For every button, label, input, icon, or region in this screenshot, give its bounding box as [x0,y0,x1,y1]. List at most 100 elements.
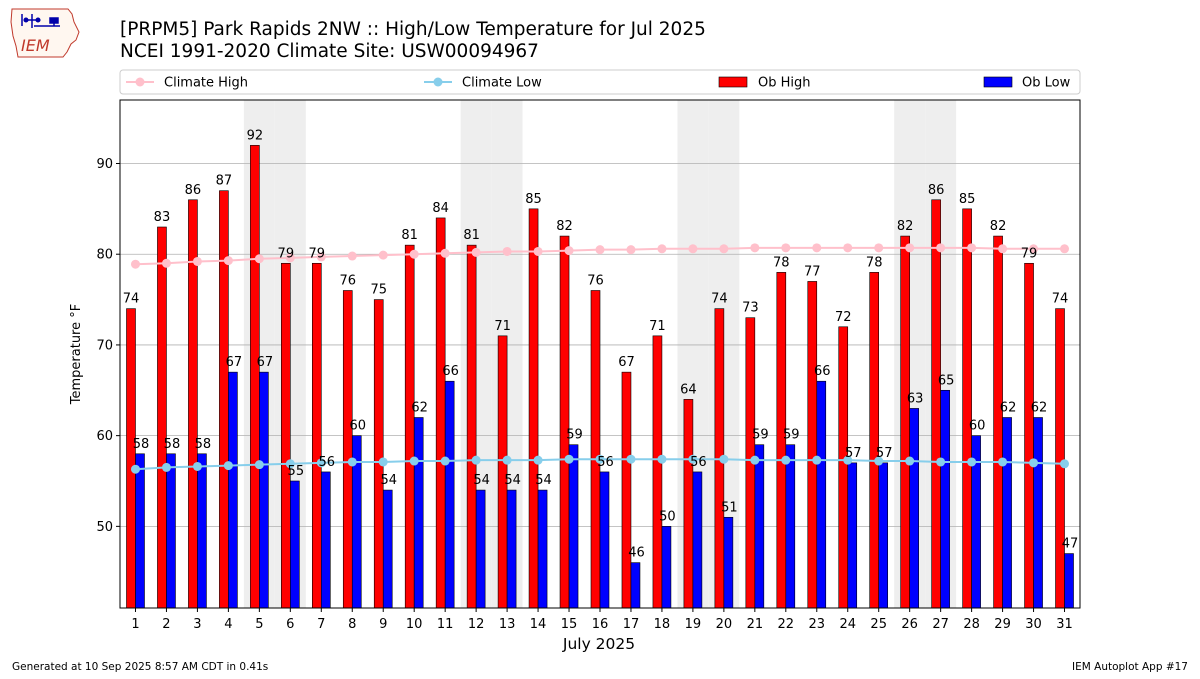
ob-high-bar [281,262,291,609]
climate-low-point [285,459,295,469]
ob-high-label: 86 [185,183,202,198]
climate-high-point [719,244,729,254]
ob-high-bar [373,299,384,609]
ob-high-bar [838,326,849,609]
y-axis-ticks: 50 60 70 80 90 [96,157,120,535]
climate-high-point [905,243,915,253]
ob-high-bar [250,145,260,609]
x-tick-label: 18 [654,617,671,632]
ob-high-label: 82 [990,219,1007,234]
ob-low-bar [413,417,424,609]
climate-low-point [347,457,357,467]
chart-subtitle: NCEI 1991-2020 Climate Site: USW00094967 [120,41,539,62]
ob-low-label: 59 [783,428,800,443]
y-tick-label: 90 [96,157,113,172]
climate-high-point [378,250,388,260]
ob-low-label: 62 [1031,401,1048,416]
climate-low-point [781,455,791,465]
footer-generated: Generated at 10 Sep 2025 8:57 AM CDT in … [12,661,268,673]
climate-high-point [130,259,140,269]
ob-high-bar [435,217,446,609]
climate-low-point [471,455,481,465]
ob-high-label: 81 [401,228,418,243]
ob-low-label: 56 [597,455,614,470]
x-tick-label: 11 [437,617,454,632]
climate-low-point [998,457,1008,467]
climate-high-point [657,244,667,254]
ob-low-bar [599,471,610,609]
climate-high-point [688,244,698,254]
ob-low-bar [1033,417,1043,609]
x-tick-label: 20 [716,617,733,632]
climate-lines [130,243,1070,474]
legend-item-ob-high: Ob High [718,76,811,91]
ob-low-bar [382,489,393,609]
x-tick-label: 22 [778,617,795,632]
ob-low-bar [259,371,269,609]
footer-app: IEM Autoplot App #17 [1072,661,1188,673]
ob-high-label: 73 [742,301,759,316]
x-tick-label: 13 [499,617,516,632]
x-tick-label: 16 [592,617,609,632]
x-axis-label: July 2025 [562,635,635,653]
y-axis-label: Temperature °F [69,304,84,405]
x-tick-label: 12 [468,617,485,632]
legend-label-ob-high: Ob High [758,76,811,91]
climate-low-point [750,455,760,465]
x-tick-label: 31 [1056,617,1073,632]
ob-high-bar [559,235,570,609]
ob-low-label: 47 [1062,537,1079,552]
ob-high-bar [497,335,508,609]
climate-high-point [781,243,791,253]
x-tick-label: 10 [406,617,423,632]
climate-high-point [347,251,357,261]
ob-low-label: 51 [721,500,738,515]
climate-high-point [1029,244,1039,254]
x-tick-label: 5 [255,617,263,632]
x-tick-label: 9 [379,617,387,632]
x-tick-label: 25 [870,617,887,632]
ob-low-label: 54 [380,473,397,488]
climate-low-point [595,454,605,464]
ob-high-label: 71 [649,319,666,334]
ob-high-label: 78 [866,255,883,270]
climate-low-point [409,456,419,466]
ob-high-label: 72 [835,310,852,325]
ob-high-bar [652,335,663,609]
climate-low-point [192,461,202,471]
ob-low-bar [754,444,765,609]
x-tick-label: 6 [286,617,294,632]
climate-low-point [719,454,729,464]
x-tick-label: 28 [963,617,980,632]
climate-low-point [936,457,946,467]
ob-high-bar [1055,308,1065,609]
ob-high-label: 74 [711,292,728,307]
climate-high-point [750,243,760,253]
ob-low-bar [816,380,827,609]
ob-low-bar [197,453,207,609]
climate-high-point [285,253,295,263]
ob-low-label: 66 [442,364,459,379]
ob-low-bar [475,489,486,609]
climate-high-point [502,246,512,256]
ob-low-label: 54 [473,473,490,488]
ob-high-label: 87 [216,174,233,189]
ob-high-bar [342,290,353,609]
ob-high-label: 86 [928,183,945,198]
ob-low-bar [847,462,858,609]
ob-low-bar [568,444,579,609]
legend-item-climate-high: Climate High [126,76,248,91]
legend-frame [119,69,1081,95]
ob-high-label: 74 [1052,292,1069,307]
ob-low-label: 54 [535,473,552,488]
ob-high-label: 79 [1021,246,1038,261]
ob-high-label: 85 [959,192,976,207]
climate-high-point [967,243,977,253]
ob-high-label: 85 [525,192,542,207]
climate-high-point [936,243,946,253]
ob-high-label: 92 [247,128,264,143]
ob-low-bar [878,462,889,609]
ob-high-label: 82 [897,219,914,234]
climate-high-point [564,246,574,256]
